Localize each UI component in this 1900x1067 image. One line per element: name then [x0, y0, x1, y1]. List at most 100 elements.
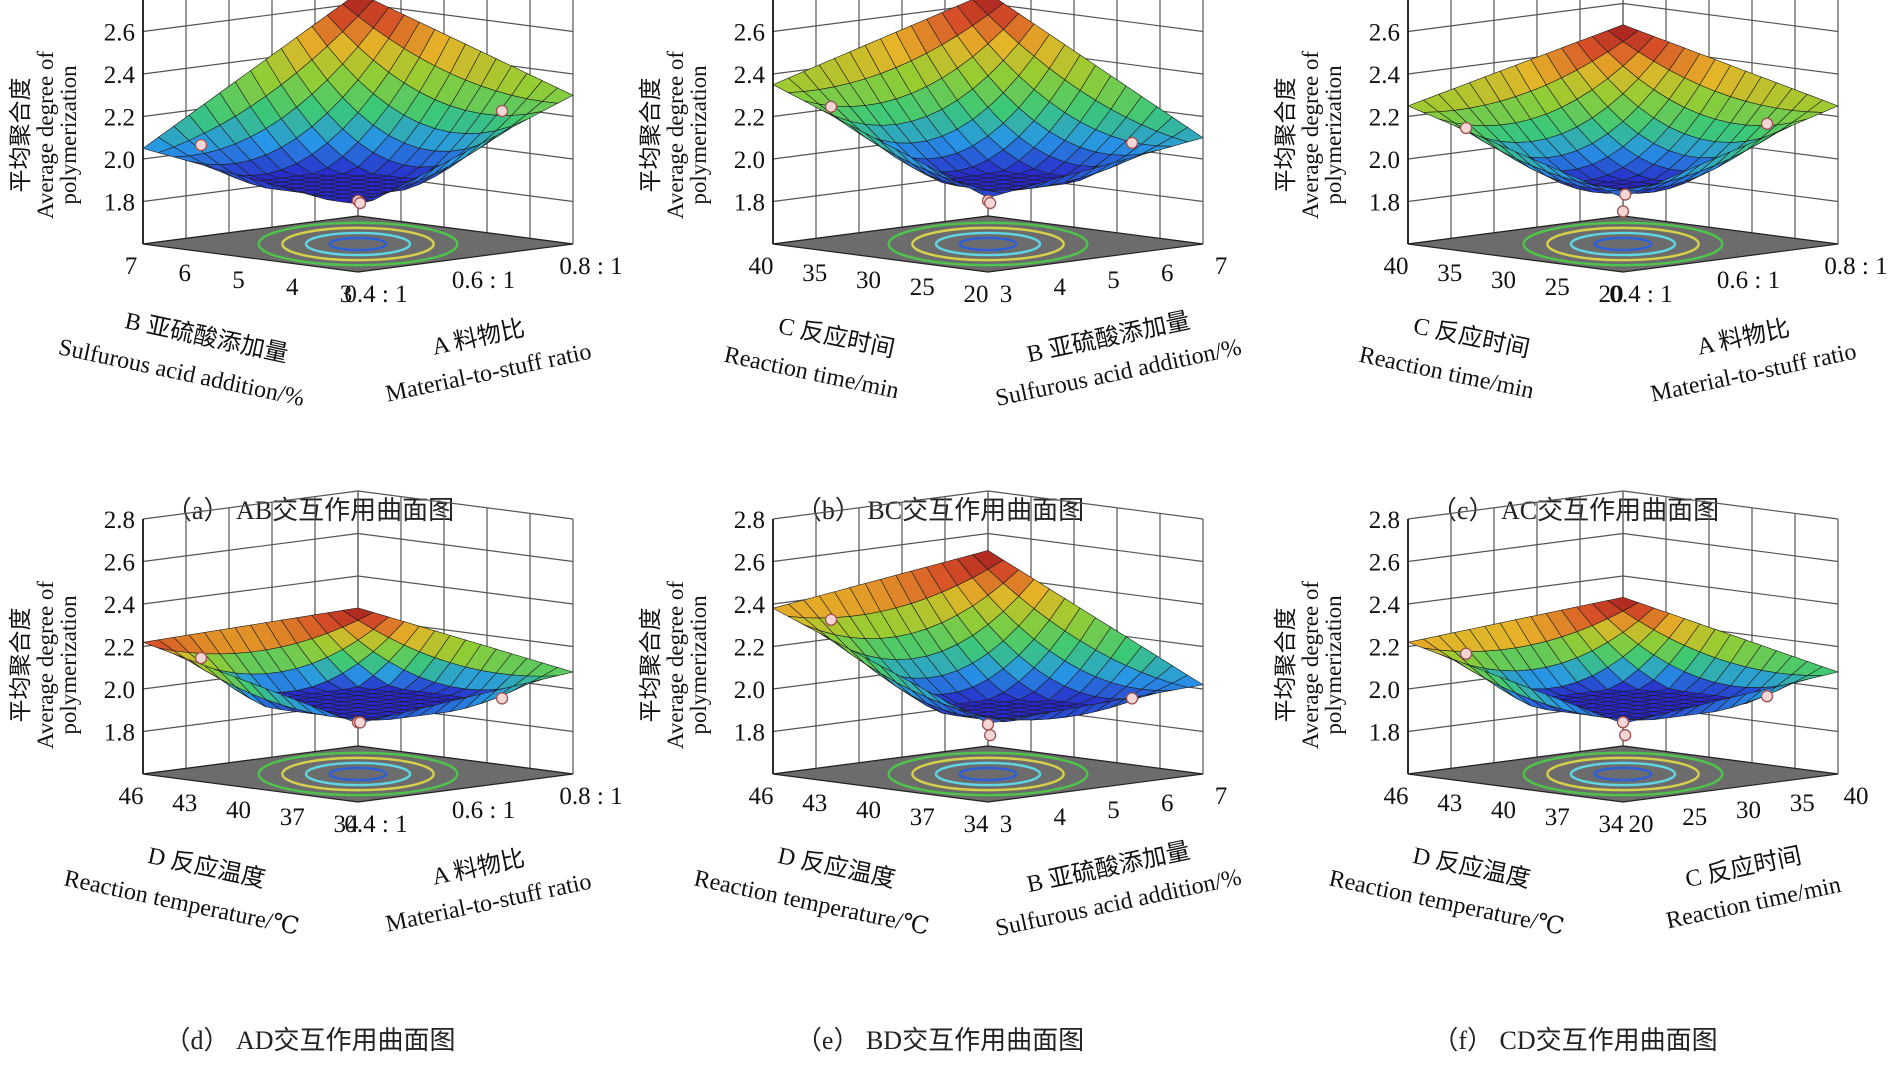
z-axis-label-cn: 平均聚合度 [1273, 78, 1298, 193]
contour-line [281, 756, 435, 792]
right-axis-tick-label: 0.8 : 1 [1824, 253, 1887, 280]
z-tick-label: 2.0 [1369, 677, 1400, 704]
wall-grid-line [1622, 2, 1839, 33]
panel-caption: （a） AB交互作用曲面图 [165, 496, 455, 525]
right-axis-tick-label: 0.4 : 1 [344, 281, 407, 308]
contour-floor [772, 215, 1204, 273]
z-axis-label-cn: 平均聚合度 [638, 78, 663, 193]
z-axis-label-cn: 平均聚合度 [8, 78, 33, 193]
z-axis-label-en-1: Average degree of [1298, 51, 1323, 219]
panel-caption: （b） BC交互作用曲面图 [795, 496, 1085, 525]
panel-caption: （d） AD交互作用曲面图 [164, 1026, 456, 1055]
z-tick-label: 2.6 [734, 20, 765, 47]
left-axis-tick-label: 43 [172, 790, 197, 817]
right-axis-tick-label: 7 [1215, 783, 1228, 810]
z-tick-label: 2.4 [1369, 62, 1401, 89]
wall-grid-line [142, 490, 359, 520]
design-point [194, 138, 208, 152]
z-tick-label: 1.8 [734, 720, 765, 747]
wall-grid-line [142, 532, 359, 563]
contour-line [1569, 231, 1677, 257]
right-axis-tick-label: 5 [1107, 267, 1120, 294]
z-axis-label-en-2: polymerization [56, 595, 81, 735]
left-axis-tick-label: 4 [286, 274, 299, 301]
design-point [353, 716, 367, 729]
design-point [1459, 121, 1473, 135]
surface-patch [972, 189, 1004, 198]
panel-e: 1.8 2.0 2.2 2.4 2.6 2.8 46 43 40 37 34 3 4 5 6 7 D 反应温度 R… [630, 490, 1250, 1060]
z-tick-label: 2.6 [104, 20, 135, 47]
z-axis-label-en-2: polymerization [686, 595, 711, 735]
panel-c: 1.8 2.0 2.2 2.4 2.6 2.8 40 35 30 25 200.4 : 1 0.6 :… [1265, 0, 1888, 530]
z-tick-label: 2.2 [104, 105, 135, 132]
right-axis-tick-label: 0.4 : 1 [1609, 281, 1672, 308]
left-axis-tick-label: 34 [1599, 811, 1625, 838]
z-axis-label-en-2: polymerization [1321, 595, 1346, 735]
contour-line [1593, 766, 1653, 782]
design-point [1760, 117, 1774, 130]
z-tick-label: 1.8 [104, 720, 135, 747]
z-tick-label: 2.4 [1369, 592, 1401, 619]
contour-floor [142, 215, 574, 273]
z-tick-label: 2.8 [734, 507, 765, 534]
z-tick-label: 2.0 [734, 147, 765, 174]
z-axis-label-en-1: Average degree of [663, 581, 688, 749]
right-axis-tick-label: 4 [1054, 274, 1067, 301]
z-tick-label: 2.2 [1369, 635, 1400, 662]
panel-d: 1.8 2.0 2.2 2.4 2.6 2.8 46 43 40 37 34 0.4 : 1 0.6 :… [0, 490, 623, 1060]
design-point [495, 692, 509, 705]
z-axis-label-en-2: polymerization [56, 65, 81, 205]
contour-floor [772, 745, 1204, 803]
right-axis-tick-label: 7 [1215, 253, 1228, 280]
contour-line [887, 751, 1089, 797]
right-axis-tick-label: 40 [1844, 783, 1869, 810]
left-axis-tick-label: 25 [1545, 274, 1570, 301]
contour-line [911, 226, 1065, 262]
panel-caption: （c） AC交互作用曲面图 [1430, 496, 1720, 525]
wall-grid-line [1622, 490, 1839, 520]
left-axis-tick-label: 37 [1545, 804, 1570, 831]
left-axis-tick-label: 37 [910, 804, 935, 831]
design-point [983, 729, 997, 742]
z-tick-label: 1.8 [1369, 720, 1400, 747]
z-tick-label: 2.4 [104, 62, 136, 89]
z-tick-label: 2.4 [734, 592, 766, 619]
z-tick-label: 2.0 [104, 677, 135, 704]
contour-line [958, 236, 1018, 252]
design-point [194, 651, 208, 665]
right-axis-tick-label: 25 [1682, 804, 1707, 831]
response-surface [142, 0, 574, 205]
z-tick-label: 2.2 [734, 635, 765, 662]
contour-line [1522, 751, 1724, 797]
z-axis-label-en-2: polymerization [1321, 65, 1346, 205]
wall-grid-line [1407, 532, 1624, 563]
left-axis-tick-label: 30 [1491, 267, 1516, 294]
wall-grid-line [357, 532, 574, 563]
contour-floor [142, 745, 574, 803]
z-tick-label: 2.4 [734, 62, 766, 89]
z-tick-label: 2.8 [734, 0, 765, 4]
contour-line [887, 221, 1089, 267]
right-axis-tick-label: 4 [1054, 804, 1067, 831]
z-tick-label: 1.8 [734, 190, 765, 217]
contour-line [1593, 236, 1653, 252]
left-axis-tick-label: 46 [1384, 783, 1409, 810]
contour-line [328, 236, 388, 252]
z-tick-label: 2.8 [104, 507, 135, 534]
left-axis-tick-label: 40 [749, 253, 774, 280]
contour-floor [1407, 215, 1839, 273]
surface-plot-c: 1.8 2.0 2.2 2.4 2.6 2.8 40 35 30 25 200.4 : 1 0.6 :… [1273, 0, 1888, 408]
left-axis-tick-label: 40 [226, 797, 251, 824]
z-tick-label: 2.8 [1369, 0, 1400, 4]
wall-grid-line [772, 532, 989, 563]
panel-b: 1.82.02.22.42.62.8403530252034567C 反应时间R… [630, 0, 1250, 530]
z-tick-label: 1.8 [104, 190, 135, 217]
z-tick-label: 2.0 [1369, 147, 1400, 174]
response-surface [141, 607, 575, 724]
response-surface [1407, 24, 1839, 198]
panel-caption: （e） BD交互作用曲面图 [795, 1026, 1085, 1055]
right-axis-tick-label: 3 [1000, 281, 1013, 308]
design-point [1760, 690, 1774, 703]
design-point [983, 196, 997, 210]
z-axis-label-en-1: Average degree of [33, 51, 58, 219]
